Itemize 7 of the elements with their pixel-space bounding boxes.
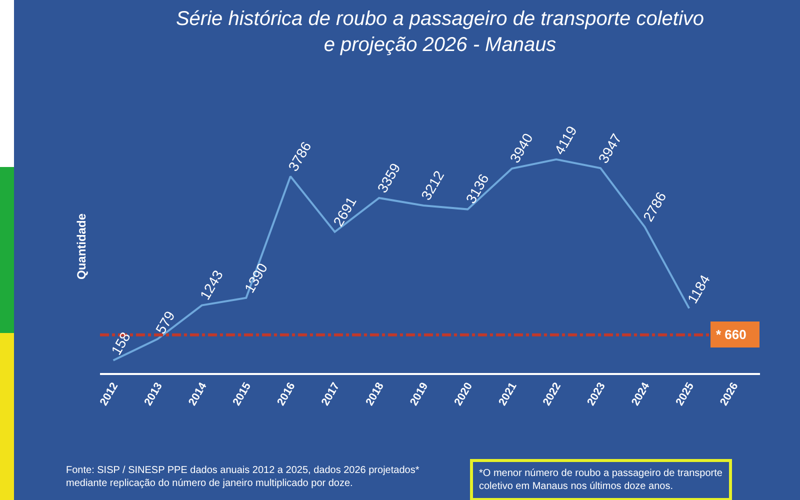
- y-axis-title: Quantidade: [74, 213, 88, 280]
- data-label: 158: [108, 329, 134, 358]
- data-label: 579: [152, 308, 178, 337]
- text: *O menor número de roubo a passageiro de transporte coletivo em Manaus nos últimos doze anos.: [479, 468, 723, 492]
- chart-title: Série histórica de roubo a passageiro de transporte coletivo e projeção 2026 - Manaus: [176, 8, 704, 56]
- source-note: Fonte: SISP / SINESP PPE dados anuais 2012 a 2025, dados 2026 projetados* mediante replicação do número de janeiro multiplicado por doze.: [66, 465, 420, 489]
- ref-line-label: * 660: [716, 327, 754, 342]
